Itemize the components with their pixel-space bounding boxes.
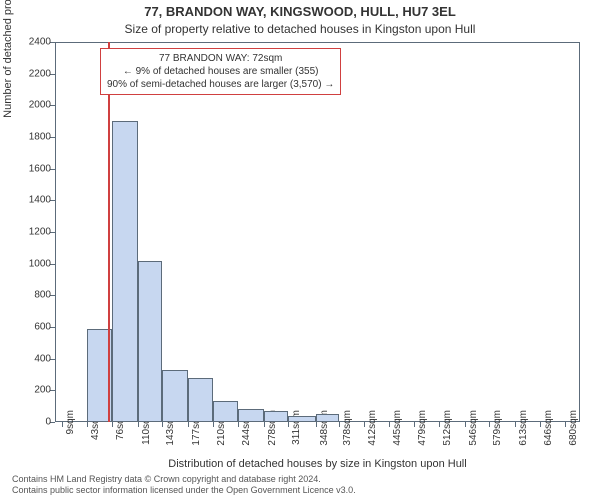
histogram-bar — [188, 378, 213, 422]
histogram-bar — [288, 416, 316, 422]
x-tick-label: 613sqm — [518, 410, 529, 448]
histogram-bar — [316, 414, 339, 422]
x-tick — [364, 422, 365, 427]
annotation-line-1: 77 BRANDON WAY: 72sqm — [159, 53, 282, 64]
x-tick-label: 579sqm — [492, 410, 503, 448]
footer-line-1: Contains HM Land Registry data © Crown c… — [12, 474, 321, 484]
y-tick-label: 1800 — [11, 132, 51, 143]
y-tick-label: 800 — [11, 290, 51, 301]
histogram-bar — [264, 411, 289, 422]
x-tick-label: 445sqm — [392, 410, 403, 448]
chart-root: { "title": "77, BRANDON WAY, KINGSWOOD, … — [0, 0, 600, 500]
y-tick-label: 200 — [11, 385, 51, 396]
y-tick-label: 1400 — [11, 195, 51, 206]
x-tick — [213, 422, 214, 427]
footer-line-2: Contains public sector information licen… — [12, 485, 356, 495]
x-tick-label: 680sqm — [568, 410, 579, 448]
chart-title: 77, BRANDON WAY, KINGSWOOD, HULL, HU7 3E… — [0, 4, 600, 19]
x-tick — [339, 422, 340, 427]
y-tick-label: 1000 — [11, 258, 51, 269]
histogram-bar — [138, 261, 163, 423]
subject-marker-line — [108, 42, 110, 422]
x-tick-label: 378sqm — [342, 410, 353, 448]
y-tick-label: 1200 — [11, 227, 51, 238]
histogram-bar — [112, 121, 138, 422]
x-tick-label: 412sqm — [367, 410, 378, 448]
x-tick — [414, 422, 415, 427]
x-tick-label: 646sqm — [543, 410, 554, 448]
footer-attribution: Contains HM Land Registry data © Crown c… — [12, 474, 356, 496]
x-tick — [238, 422, 239, 427]
x-tick-label: 9sqm — [65, 410, 76, 448]
x-tick — [439, 422, 440, 427]
y-tick-label: 400 — [11, 353, 51, 364]
y-tick-label: 1600 — [11, 163, 51, 174]
y-tick-label: 0 — [11, 417, 51, 428]
x-tick — [515, 422, 516, 427]
annotation-line-2: ← 9% of detached houses are smaller (355… — [123, 66, 319, 77]
x-tick — [264, 422, 265, 427]
x-tick — [87, 422, 88, 427]
x-tick — [389, 422, 390, 427]
histogram-bar — [213, 401, 239, 422]
x-tick — [288, 422, 289, 427]
x-tick — [188, 422, 189, 427]
y-tick-label: 600 — [11, 322, 51, 333]
x-tick — [138, 422, 139, 427]
histogram-bar — [238, 409, 264, 422]
y-tick-label: 2000 — [11, 100, 51, 111]
x-axis-label: Distribution of detached houses by size … — [55, 458, 580, 470]
histogram-bar — [162, 370, 188, 422]
x-tick — [465, 422, 466, 427]
y-tick-label: 2200 — [11, 68, 51, 79]
x-tick — [489, 422, 490, 427]
x-tick-label: 546sqm — [468, 410, 479, 448]
x-tick — [62, 422, 63, 427]
y-tick-label: 2400 — [11, 37, 51, 48]
x-tick-label: 479sqm — [417, 410, 428, 448]
annotation-box: 77 BRANDON WAY: 72sqm ← 9% of detached ho… — [100, 48, 341, 95]
x-tick — [112, 422, 113, 427]
chart-subtitle: Size of property relative to detached ho… — [0, 22, 600, 36]
x-tick — [540, 422, 541, 427]
x-tick-label: 512sqm — [442, 410, 453, 448]
x-tick — [162, 422, 163, 427]
annotation-line-3: 90% of semi-detached houses are larger (… — [107, 79, 334, 90]
x-tick — [565, 422, 566, 427]
x-tick — [316, 422, 317, 427]
